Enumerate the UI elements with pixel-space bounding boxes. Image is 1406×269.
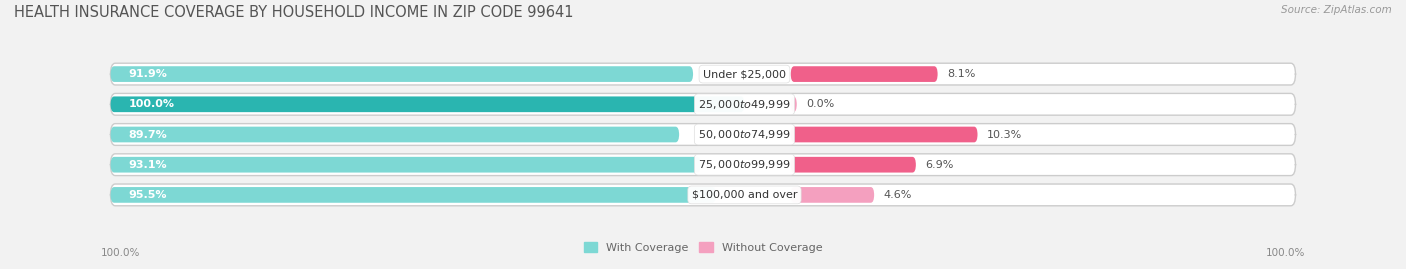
Text: 91.9%: 91.9% (129, 69, 167, 79)
FancyBboxPatch shape (111, 63, 1295, 85)
FancyBboxPatch shape (111, 184, 1295, 206)
Legend: With Coverage, Without Coverage: With Coverage, Without Coverage (583, 242, 823, 253)
FancyBboxPatch shape (111, 97, 744, 112)
FancyBboxPatch shape (111, 157, 700, 172)
FancyBboxPatch shape (111, 127, 679, 142)
FancyBboxPatch shape (111, 124, 1295, 145)
Text: HEALTH INSURANCE COVERAGE BY HOUSEHOLD INCOME IN ZIP CODE 99641: HEALTH INSURANCE COVERAGE BY HOUSEHOLD I… (14, 5, 574, 20)
Text: $25,000 to $49,999: $25,000 to $49,999 (699, 98, 790, 111)
Text: 100.0%: 100.0% (1265, 248, 1305, 258)
Text: 6.9%: 6.9% (925, 160, 953, 170)
Text: 4.6%: 4.6% (884, 190, 912, 200)
FancyBboxPatch shape (111, 66, 693, 82)
Text: 10.3%: 10.3% (987, 129, 1022, 140)
FancyBboxPatch shape (790, 187, 875, 203)
FancyBboxPatch shape (790, 66, 938, 82)
FancyBboxPatch shape (111, 154, 1295, 176)
Text: 93.1%: 93.1% (129, 160, 167, 170)
Text: $50,000 to $74,999: $50,000 to $74,999 (699, 128, 790, 141)
Text: $75,000 to $99,999: $75,000 to $99,999 (699, 158, 790, 171)
Text: 89.7%: 89.7% (129, 129, 167, 140)
Text: Under $25,000: Under $25,000 (703, 69, 786, 79)
Text: Source: ZipAtlas.com: Source: ZipAtlas.com (1281, 5, 1392, 15)
FancyBboxPatch shape (790, 157, 915, 172)
Text: $100,000 and over: $100,000 and over (692, 190, 797, 200)
Text: 8.1%: 8.1% (948, 69, 976, 79)
FancyBboxPatch shape (111, 93, 1295, 115)
Text: 95.5%: 95.5% (129, 190, 167, 200)
Text: 100.0%: 100.0% (129, 99, 174, 109)
Text: 0.0%: 0.0% (807, 99, 835, 109)
FancyBboxPatch shape (790, 127, 977, 142)
FancyBboxPatch shape (790, 97, 797, 112)
Text: 100.0%: 100.0% (101, 248, 141, 258)
FancyBboxPatch shape (111, 187, 716, 203)
